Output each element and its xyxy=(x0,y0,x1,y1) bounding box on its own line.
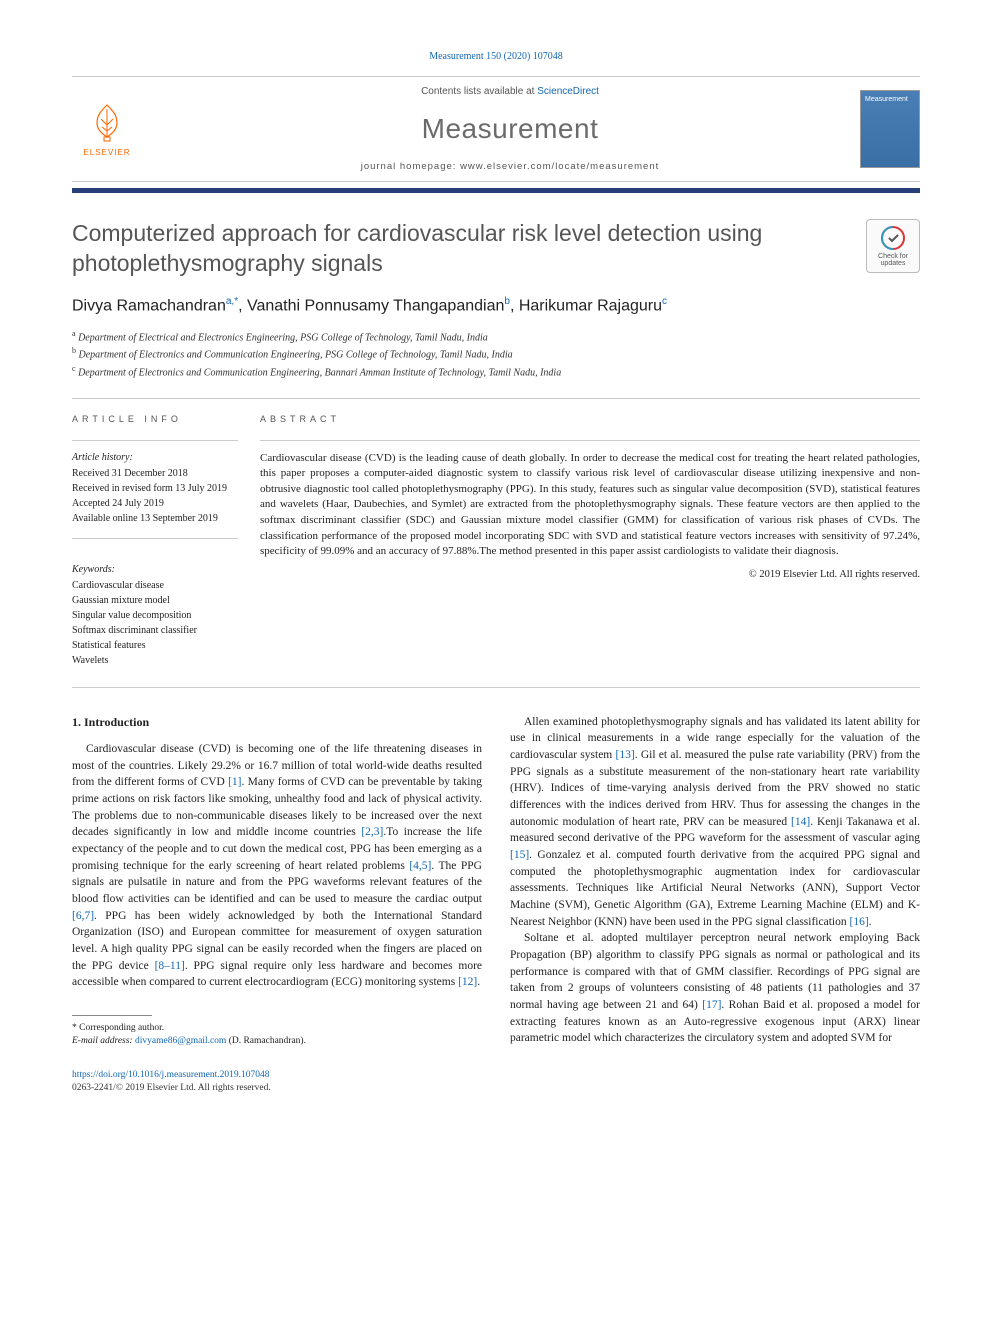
doi-link[interactable]: https://doi.org/10.1016/j.measurement.20… xyxy=(72,1070,269,1080)
intro-para-1: Cardiovascular disease (CVD) is becoming… xyxy=(72,741,482,991)
divider xyxy=(72,398,920,399)
elsevier-tree-icon xyxy=(85,101,129,145)
accent-bar xyxy=(72,188,920,193)
section-heading: 1. Introduction xyxy=(72,714,482,731)
ref-link[interactable]: [17] xyxy=(702,999,721,1011)
left-column: 1. Introduction Cardiovascular disease (… xyxy=(72,714,482,1097)
affiliation: c Department of Electronics and Communic… xyxy=(72,363,920,380)
doi-block: https://doi.org/10.1016/j.measurement.20… xyxy=(72,1069,482,1097)
keyword: Softmax discriminant classifier xyxy=(72,624,238,638)
homepage-line: journal homepage: www.elsevier.com/locat… xyxy=(160,160,860,173)
footnote: * Corresponding author. E-mail address: … xyxy=(72,1022,482,1049)
affiliation: b Department of Electronics and Communic… xyxy=(72,345,920,362)
sciencedirect-link[interactable]: ScienceDirect xyxy=(537,86,599,97)
keyword: Gaussian mixture model xyxy=(72,594,238,608)
ref-link[interactable]: [13] xyxy=(616,749,635,761)
history-line: Received 31 December 2018 xyxy=(72,467,238,481)
author-list: Divya Ramachandrana,*, Vanathi Ponnusamy… xyxy=(72,295,920,318)
email-suffix: (D. Ramachandran). xyxy=(226,1036,306,1046)
journal-cover-thumb: Measurement xyxy=(860,90,920,168)
article-info: ARTICLE INFO Article history: Received 3… xyxy=(72,413,260,669)
keyword: Wavelets xyxy=(72,654,238,668)
intro-para-2: Allen examined photoplethysmography sign… xyxy=(510,714,920,931)
cover-label: Measurement xyxy=(865,95,908,105)
divider xyxy=(72,440,238,441)
footnote-separator xyxy=(72,1015,152,1016)
ref-link[interactable]: [6,7] xyxy=(72,910,94,922)
citation-top: Measurement 150 (2020) 107048 xyxy=(72,50,920,64)
ref-link[interactable]: [16] xyxy=(849,916,868,928)
corresponding-author: * Corresponding author. xyxy=(72,1022,482,1035)
homepage-prefix: journal homepage: xyxy=(361,161,460,172)
updates-text: Check for updates xyxy=(867,253,919,268)
keyword: Cardiovascular disease xyxy=(72,579,238,593)
email-label: E-mail address: xyxy=(72,1036,135,1046)
affiliation: a Department of Electrical and Electroni… xyxy=(72,328,920,345)
right-column: Allen examined photoplethysmography sign… xyxy=(510,714,920,1097)
author-email[interactable]: divyame86@gmail.com xyxy=(135,1036,226,1046)
ref-link[interactable]: [4,5] xyxy=(409,860,431,872)
ref-link[interactable]: [2,3] xyxy=(361,826,383,838)
abstract-text: Cardiovascular disease (CVD) is the lead… xyxy=(260,451,920,560)
abstract-heading: ABSTRACT xyxy=(260,413,920,426)
journal-name: Measurement xyxy=(160,109,860,148)
homepage-url[interactable]: www.elsevier.com/locate/measurement xyxy=(460,161,659,172)
divider xyxy=(72,538,238,539)
check-updates-badge[interactable]: Check for updates xyxy=(866,219,920,273)
ref-link[interactable]: [8–11] xyxy=(155,960,185,972)
history-label: Article history: xyxy=(72,451,238,465)
copyright: © 2019 Elsevier Ltd. All rights reserved… xyxy=(260,568,920,583)
keywords-label: Keywords: xyxy=(72,563,238,577)
divider xyxy=(72,687,920,688)
article-title: Computerized approach for cardiovascular… xyxy=(72,219,850,279)
elsevier-logo: ELSEVIER xyxy=(72,94,142,164)
history-line: Accepted 24 July 2019 xyxy=(72,497,238,511)
intro-para-3: Soltane et al. adopted multilayer percep… xyxy=(510,930,920,1047)
ref-link[interactable]: [14] xyxy=(791,816,810,828)
keyword: Singular value decomposition xyxy=(72,609,238,623)
ref-link[interactable]: [12] xyxy=(458,976,477,988)
updates-icon xyxy=(880,225,906,251)
issn-copyright: 0263-2241/© 2019 Elsevier Ltd. All right… xyxy=(72,1083,271,1093)
ref-link[interactable]: [1] xyxy=(228,776,241,788)
contents-prefix: Contents lists available at xyxy=(421,86,537,97)
publisher-name: ELSEVIER xyxy=(83,147,130,158)
journal-header: ELSEVIER Contents lists available at Sci… xyxy=(72,76,920,182)
ref-link[interactable]: [15] xyxy=(510,849,529,861)
affiliations: a Department of Electrical and Electroni… xyxy=(72,328,920,380)
keyword: Statistical features xyxy=(72,639,238,653)
article-info-heading: ARTICLE INFO xyxy=(72,413,238,426)
contents-line: Contents lists available at ScienceDirec… xyxy=(160,85,860,99)
history-line: Received in revised form 13 July 2019 xyxy=(72,482,238,496)
divider xyxy=(260,440,920,441)
history-line: Available online 13 September 2019 xyxy=(72,512,238,526)
body-columns: 1. Introduction Cardiovascular disease (… xyxy=(72,714,920,1097)
abstract: ABSTRACT Cardiovascular disease (CVD) is… xyxy=(260,413,920,669)
